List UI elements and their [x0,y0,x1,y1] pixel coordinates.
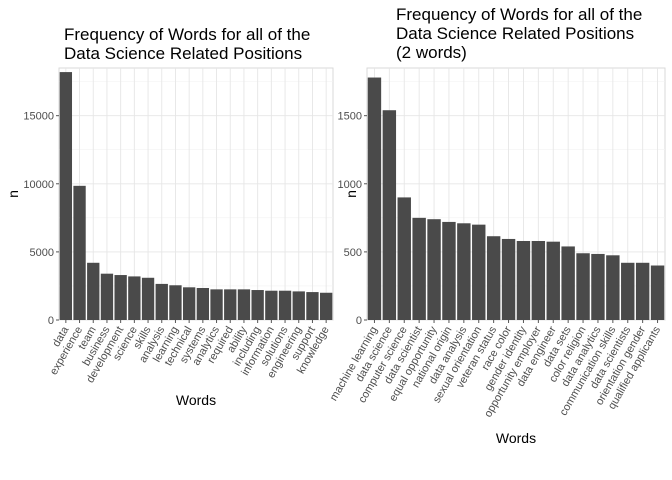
bar [114,275,127,320]
plot-panel [366,67,666,321]
bar [531,240,546,320]
bar [306,292,319,320]
bar [412,217,426,320]
bar [501,238,516,320]
bar [442,221,456,320]
bar [382,110,397,321]
bar [516,240,531,320]
x-axis-title: Words [176,392,216,408]
bar [196,287,210,320]
chart-title-line: Frequency of Words for all of the [396,5,642,24]
bar [621,262,635,320]
bar [472,224,486,320]
bar [141,277,155,320]
bar [278,290,292,320]
bar [561,246,575,320]
plot-panel [58,67,334,321]
bar [224,289,237,320]
bar [457,223,471,320]
y-axis-title: n [343,190,359,198]
bar [606,255,620,320]
bar [169,285,182,320]
y-tick-label: 0 [48,315,54,327]
bar [486,236,501,320]
bar [128,276,141,320]
bar [635,262,650,320]
bar [650,265,665,320]
bar [367,77,382,321]
bar [576,253,590,320]
y-tick-label: 5000 [30,247,54,259]
y-tick-label: 1500 [338,111,362,123]
y-tick-label: 1000 [338,179,362,191]
y-tick-label: 15000 [23,111,54,123]
chart-title-line: Data Science Related Positions [64,44,302,63]
chart-title-line: (2 words) [396,43,467,62]
bar [265,290,278,320]
y-axis-title: n [5,190,21,198]
chart-title-line: Data Science Related Positions [396,24,634,43]
bar [237,289,251,320]
bar [251,290,264,320]
bar [100,273,114,320]
bar [210,289,223,320]
y-tick-label: 500 [344,247,362,259]
bar [292,291,305,320]
bar [397,197,411,320]
y-tick-label: 10000 [23,179,54,191]
bar [546,241,560,320]
bar [427,219,441,320]
bar [319,292,333,320]
y-tick-label: 0 [356,315,362,327]
bar [59,72,73,320]
x-axis-title: Words [496,430,536,446]
bar [182,287,196,320]
chart-title-line: Frequency of Words for all of the [64,25,310,44]
bar [591,253,605,320]
bar [155,283,168,320]
bar [73,185,86,320]
bar [87,262,100,320]
